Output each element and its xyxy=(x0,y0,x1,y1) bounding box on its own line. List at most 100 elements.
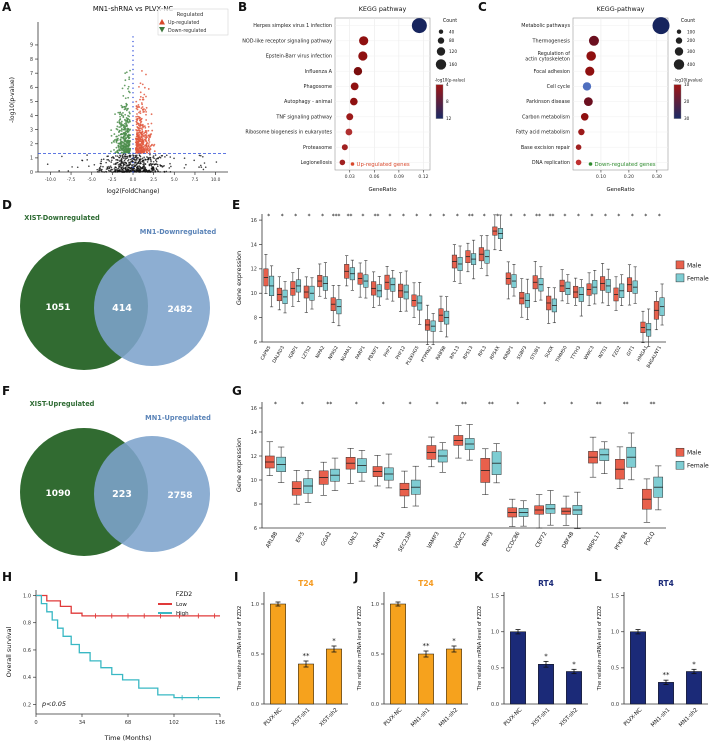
svg-text:10: 10 xyxy=(251,291,257,297)
svg-text:RPL3: RPL3 xyxy=(477,345,488,358)
svg-text:LZTS2: LZTS2 xyxy=(300,345,312,360)
svg-text:NUMA1: NUMA1 xyxy=(340,345,354,363)
svg-text:*: * xyxy=(294,214,297,220)
svg-text:NIPA2: NIPA2 xyxy=(314,345,326,360)
svg-text:XIST-sh2: XIST-sh2 xyxy=(318,707,339,728)
svg-text:*: * xyxy=(572,660,576,668)
svg-text:Legionellosis: Legionellosis xyxy=(301,160,333,166)
svg-text:-log10(p-value): -log10(p-value) xyxy=(9,77,16,123)
svg-text:8: 8 xyxy=(30,57,33,63)
svg-text:2.5: 2.5 xyxy=(150,177,157,183)
svg-text:*: * xyxy=(644,214,647,220)
svg-text:0.30: 0.30 xyxy=(652,174,662,180)
svg-text:1.0: 1.0 xyxy=(251,602,259,608)
svg-text:2482: 2482 xyxy=(167,305,192,315)
svg-text:PLVX-NC: PLVX-NC xyxy=(383,707,404,728)
svg-text:TNF signaling pathway: TNF signaling pathway xyxy=(275,114,332,120)
svg-text:CAPN5: CAPN5 xyxy=(260,345,273,361)
svg-text:GeneRatio: GeneRatio xyxy=(606,187,634,193)
svg-text:*: * xyxy=(544,652,548,660)
svg-text:80: 80 xyxy=(449,38,455,43)
svg-text:0.8: 0.8 xyxy=(23,621,31,627)
svg-text:BNIP3: BNIP3 xyxy=(481,531,494,548)
svg-text:*: * xyxy=(388,214,391,220)
svg-text:Carbon metabolism: Carbon metabolism xyxy=(522,114,570,120)
svg-text:Low: Low xyxy=(176,602,187,608)
svg-text:0.09: 0.09 xyxy=(394,174,404,180)
svg-text:120: 120 xyxy=(449,49,457,54)
svg-text:*: * xyxy=(692,660,696,668)
svg-text:*: * xyxy=(543,402,546,408)
svg-text:actin cytoskeleton: actin cytoskeleton xyxy=(525,56,570,62)
svg-text:RRBP1: RRBP1 xyxy=(502,345,515,361)
svg-text:PARP1: PARP1 xyxy=(354,345,366,361)
svg-text:0.0: 0.0 xyxy=(371,702,379,708)
svg-text:5: 5 xyxy=(30,99,33,105)
svg-text:Gene expression: Gene expression xyxy=(235,438,243,492)
svg-text:SSBP3: SSBP3 xyxy=(516,345,529,361)
svg-text:*: * xyxy=(523,214,526,220)
panel-label-d: D xyxy=(2,198,12,212)
svg-text:*: * xyxy=(308,214,311,220)
svg-text:DALRD3: DALRD3 xyxy=(271,345,286,364)
svg-text:PFKFB4: PFKFB4 xyxy=(614,531,630,552)
svg-text:*: * xyxy=(516,402,519,408)
svg-text:KEGG pathway: KEGG pathway xyxy=(359,5,407,13)
svg-text:*: * xyxy=(355,402,358,408)
svg-text:Up-regulated genes: Up-regulated genes xyxy=(357,162,410,168)
svg-text:CEP72: CEP72 xyxy=(535,531,549,549)
svg-text:68: 68 xyxy=(125,720,132,726)
svg-text:GIT1: GIT1 xyxy=(626,345,637,357)
panel-label-f: F xyxy=(2,384,11,398)
svg-text:MN1-sh2: MN1-sh2 xyxy=(438,707,459,728)
svg-text:1090: 1090 xyxy=(45,489,70,499)
svg-text:Cell cycle: Cell cycle xyxy=(547,84,570,90)
svg-text:4: 4 xyxy=(30,113,33,119)
svg-text:**: ** xyxy=(374,214,380,220)
bar-chart-t24-mn1: 0.0 0.5 1.0 PLVX-NC ** MN1-sh1 * MN1-sh2 T24 The … xyxy=(357,579,468,729)
svg-text:0.03: 0.03 xyxy=(345,174,355,180)
svg-text:1: 1 xyxy=(30,156,33,162)
svg-text:MN1-sh2: MN1-sh2 xyxy=(678,707,699,728)
svg-text:*: * xyxy=(570,402,573,408)
svg-text:**: ** xyxy=(549,214,555,220)
svg-text:EIF5: EIF5 xyxy=(295,531,306,544)
volcano-plot: -10.0 -7.5 -5.0 -2.5 0.0 2.5 5.0 7.5 10.0 0 1 2 3 4 5 6… xyxy=(9,5,229,195)
panel-label-i: I xyxy=(234,570,239,584)
svg-text:XIST-sh1: XIST-sh1 xyxy=(530,707,551,728)
svg-text:*: * xyxy=(281,214,284,220)
svg-text:**: ** xyxy=(326,402,332,408)
svg-text:0.2: 0.2 xyxy=(23,702,31,708)
svg-text:Base excision repair: Base excision repair xyxy=(521,145,571,151)
svg-text:*: * xyxy=(382,402,385,408)
svg-text:10: 10 xyxy=(251,478,257,484)
svg-text:FZD2: FZD2 xyxy=(176,591,193,598)
svg-text:TIMM50: TIMM50 xyxy=(554,345,569,364)
svg-text:8: 8 xyxy=(254,315,257,321)
svg-text:p<0.05: p<0.05 xyxy=(41,700,66,708)
svg-text:PTPRN2: PTPRN2 xyxy=(420,345,434,364)
svg-text:XIST-Downregulated: XIST-Downregulated xyxy=(24,214,100,222)
svg-text:HMGA1: HMGA1 xyxy=(636,345,650,363)
svg-text:**: ** xyxy=(650,402,656,408)
svg-text:0.12: 0.12 xyxy=(418,174,428,180)
svg-text:-log10(p-value): -log10(p-value) xyxy=(435,78,466,83)
svg-text:RAB9B: RAB9B xyxy=(435,345,448,361)
svg-text:0.0: 0.0 xyxy=(611,702,619,708)
svg-text:DNA replication: DNA replication xyxy=(532,160,570,166)
svg-text:Metabolic pathways: Metabolic pathways xyxy=(521,23,570,29)
svg-text:MN1-sh1: MN1-sh1 xyxy=(410,707,431,728)
svg-text:8: 8 xyxy=(254,502,257,508)
bar-chart-rt4-xist: 0.0 0.5 1.0 1.5 PLVX-NC * XIST-sh1 * XIST-sh2 RT4… xyxy=(477,579,588,728)
svg-text:7.5: 7.5 xyxy=(192,177,199,183)
svg-text:Female: Female xyxy=(687,463,709,470)
svg-text:**: ** xyxy=(468,214,474,220)
svg-text:414: 414 xyxy=(112,303,132,314)
svg-text:XIST-sh1: XIST-sh1 xyxy=(290,707,311,728)
svg-text:0.06: 0.06 xyxy=(369,174,379,180)
panel-label-g: G xyxy=(232,384,242,398)
svg-text:NOD-like receptor signaling pa: NOD-like receptor signaling pathway xyxy=(242,38,332,44)
svg-text:0.20: 0.20 xyxy=(624,174,634,180)
svg-text:ARL8B: ARL8B xyxy=(265,531,279,549)
